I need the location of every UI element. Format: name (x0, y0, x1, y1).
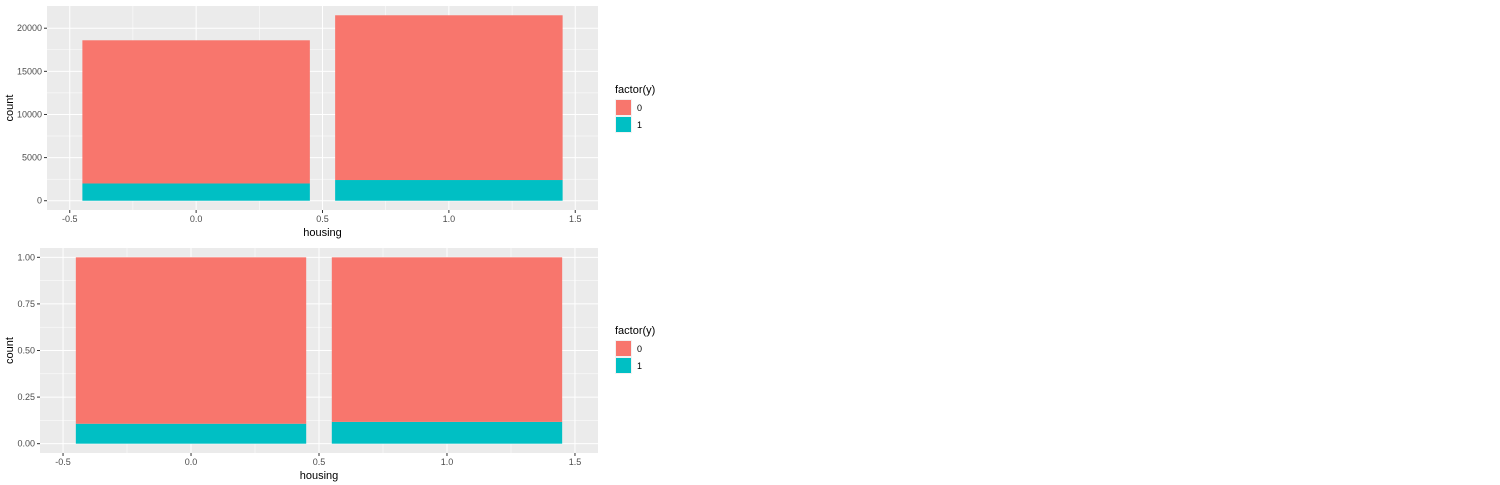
y-axis-title: count (4, 337, 16, 364)
bar-x1-y0 (335, 15, 563, 181)
x-tick-label: 0.0 (190, 214, 203, 224)
legend-label-1: 1 (637, 120, 642, 130)
legend-swatch-0 (616, 341, 631, 356)
y-axis-title: count (4, 95, 16, 122)
bar-x1-y1 (335, 180, 563, 201)
chart-panel-2: 0.00 0.25 0.50 0.75 1.00 -0.5 0.0 0.5 1.0 1.5 hous… (4, 248, 655, 482)
bar-x0-y1 (75, 423, 307, 444)
legend-title: factor(y) (615, 325, 655, 337)
legend-label-0: 0 (637, 103, 642, 113)
y-tick-label: 5000 (22, 153, 42, 163)
x-tick-label: 0.5 (316, 214, 329, 224)
y-tick-label: 1.00 (17, 252, 35, 262)
legend-swatch-1 (616, 358, 631, 373)
bar-x1-y1 (331, 421, 563, 444)
legend: factor(y) 0 1 (615, 325, 655, 374)
bar-x1-y0 (331, 257, 563, 422)
x-tick-label: -0.5 (55, 457, 71, 467)
y-tick-label: 0.00 (17, 439, 35, 449)
y-tick-label: 20000 (17, 23, 42, 33)
bar-x0-y0 (82, 40, 310, 184)
x-tick-label: 1.0 (441, 457, 454, 467)
chart-panel-1: 0 5000 10000 15000 20000 -0.5 0.0 0.5 1.0 1.5 hous… (4, 6, 655, 239)
y-tick-label: 0.50 (17, 346, 35, 356)
y-tick-label: 15000 (17, 66, 42, 76)
x-tick-label: 1.0 (443, 214, 456, 224)
legend-title: factor(y) (615, 84, 655, 96)
x-tick-label: 0.0 (185, 457, 198, 467)
bar-x0-y0 (75, 257, 307, 424)
x-tick-label: -0.5 (62, 214, 78, 224)
legend-label-1: 1 (637, 361, 642, 371)
legend-swatch-0 (616, 100, 631, 115)
x-tick-label: 1.5 (569, 457, 582, 467)
legend-label-0: 0 (637, 344, 642, 354)
bar-x0-y1 (82, 183, 310, 201)
y-tick-label: 10000 (17, 109, 42, 119)
x-tick-label: 0.5 (313, 457, 326, 467)
legend: factor(y) 0 1 (615, 84, 655, 133)
x-axis-title: housing (300, 470, 339, 482)
y-tick-label: 0 (37, 196, 42, 206)
y-tick-label: 0.75 (17, 299, 35, 309)
x-axis-title: housing (303, 227, 342, 239)
x-tick-label: 1.5 (569, 214, 582, 224)
legend-swatch-1 (616, 117, 631, 132)
y-tick-label: 0.25 (17, 392, 35, 402)
